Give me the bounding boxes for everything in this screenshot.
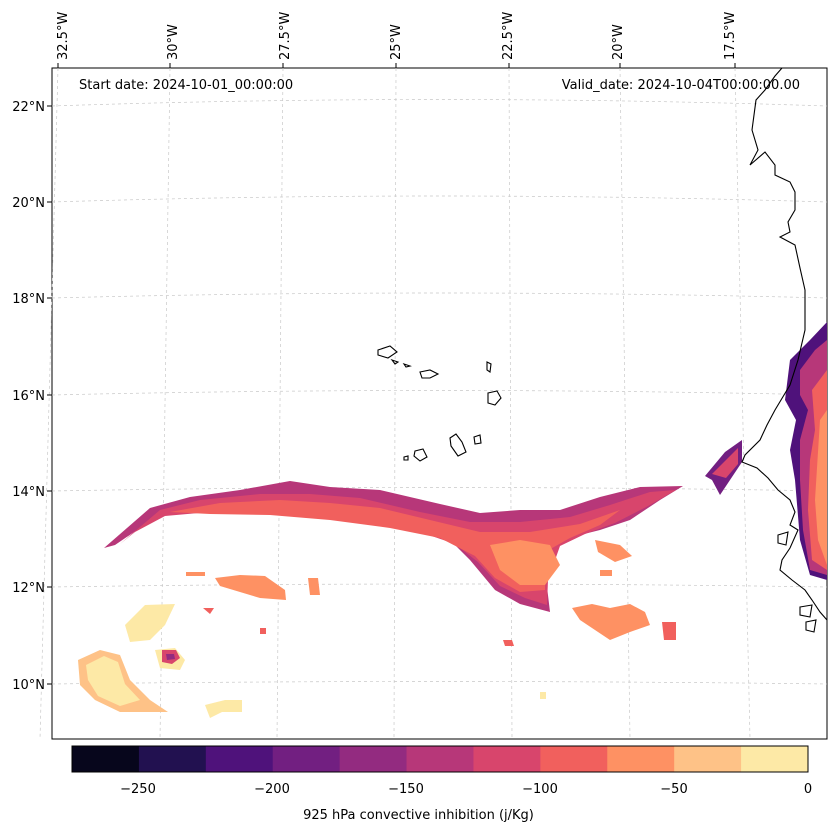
cin-band-core [490, 540, 560, 585]
lat-label-12n: 12°N [12, 581, 45, 596]
colorbar-segment [741, 746, 809, 772]
cin-patch-9 [260, 628, 266, 634]
gambia-coast-detail [777, 531, 789, 546]
lon-labels: 32.5°W 30°W 27.5°W 25°W 22.5°W 20°W 17.5… [56, 12, 738, 60]
cbar-tick-250: −250 [120, 782, 156, 797]
island-sao-nicolau [419, 369, 440, 379]
cin-patch-5 [662, 622, 676, 640]
cin-patch-1 [215, 575, 286, 600]
cin-coast-1-inner [712, 448, 738, 478]
cbar-tick-50: −50 [660, 782, 687, 797]
cin-patch-6 [600, 570, 612, 576]
colorbar-frame [71, 745, 809, 773]
cin-sw-patch-4 [540, 692, 546, 699]
colorbar-segment [72, 746, 140, 772]
cin-patch-7 [503, 640, 514, 646]
coastlines [377, 67, 828, 633]
cin-patch-east [595, 540, 632, 562]
cin-patch-3 [308, 578, 320, 595]
colorbar-segment [205, 746, 274, 772]
island-brava [403, 455, 409, 461]
bissagos-1 [799, 604, 813, 618]
island-fogo [413, 448, 428, 462]
lat-labels: 22°N 20°N 18°N 16°N 14°N 12°N 10°N [12, 100, 45, 693]
cbar-tick-100: −100 [522, 782, 558, 797]
lon-label-22-5w: 22.5°W [501, 12, 516, 60]
colorbar-segment [406, 746, 474, 772]
lon-label-17-5w: 17.5°W [723, 12, 738, 60]
cin-sw-patch-2 [205, 700, 242, 718]
cbar-tick-150: −150 [388, 782, 424, 797]
island-sal [486, 361, 492, 373]
island-boa-vista [487, 390, 502, 406]
axis-ticks [47, 63, 736, 685]
lon-label-27-5w: 27.5°W [278, 12, 293, 60]
colorbar-segment [473, 746, 541, 772]
africa-coastline [741, 67, 828, 621]
map-frame [51, 67, 828, 740]
colorbar-segment [272, 746, 341, 772]
colorbar-segment [607, 746, 675, 772]
valid-date-label: Valid_date: 2024-10-04T00:00:00.00 [561, 78, 800, 93]
lon-label-20w: 20°W [611, 24, 626, 60]
lat-label-16n: 16°N [12, 389, 45, 404]
lon-label-32-5w: 32.5°W [56, 12, 71, 60]
colorbar-label: 925 hPa convective inhibition (j/Kg) [303, 808, 534, 823]
colorbar-segment [138, 746, 207, 772]
lat-label-10n: 10°N [12, 678, 45, 693]
lat-label-22n: 22°N [12, 100, 45, 115]
cin-patch-2 [186, 572, 205, 576]
island-sao-vicente [390, 358, 400, 365]
colorbar [72, 746, 809, 772]
island-santiago [449, 433, 467, 457]
colorbar-segment [674, 746, 742, 772]
cin-contours [78, 322, 827, 718]
lat-label-18n: 18°N [12, 292, 45, 307]
bissagos-2 [805, 619, 817, 633]
cin-sw-inner [86, 656, 140, 706]
cin-patch-4 [572, 604, 650, 640]
lon-label-25w: 25°W [389, 24, 404, 60]
cin-patch-8 [203, 608, 214, 614]
island-santo-antao [377, 345, 398, 359]
cbar-tick-0: 0 [804, 782, 812, 797]
cin-spot-core [166, 654, 175, 660]
colorbar-segment [540, 746, 608, 772]
cbar-tick-200: −200 [254, 782, 290, 797]
island-maio [473, 434, 482, 445]
lon-label-30w: 30°W [166, 24, 181, 60]
island-santa-luzia [402, 362, 412, 368]
lat-label-14n: 14°N [12, 485, 45, 500]
cin-coast-2-l4 [815, 410, 827, 565]
colorbar-ticks: −250 −200 −150 −100 −50 0 [120, 782, 812, 797]
colorbar-segment [339, 746, 408, 772]
cin-sw-patch-1 [125, 604, 175, 642]
start-date-label: Start date: 2024-10-01_00:00:00 [79, 78, 294, 93]
lat-label-20n: 20°N [12, 196, 45, 211]
